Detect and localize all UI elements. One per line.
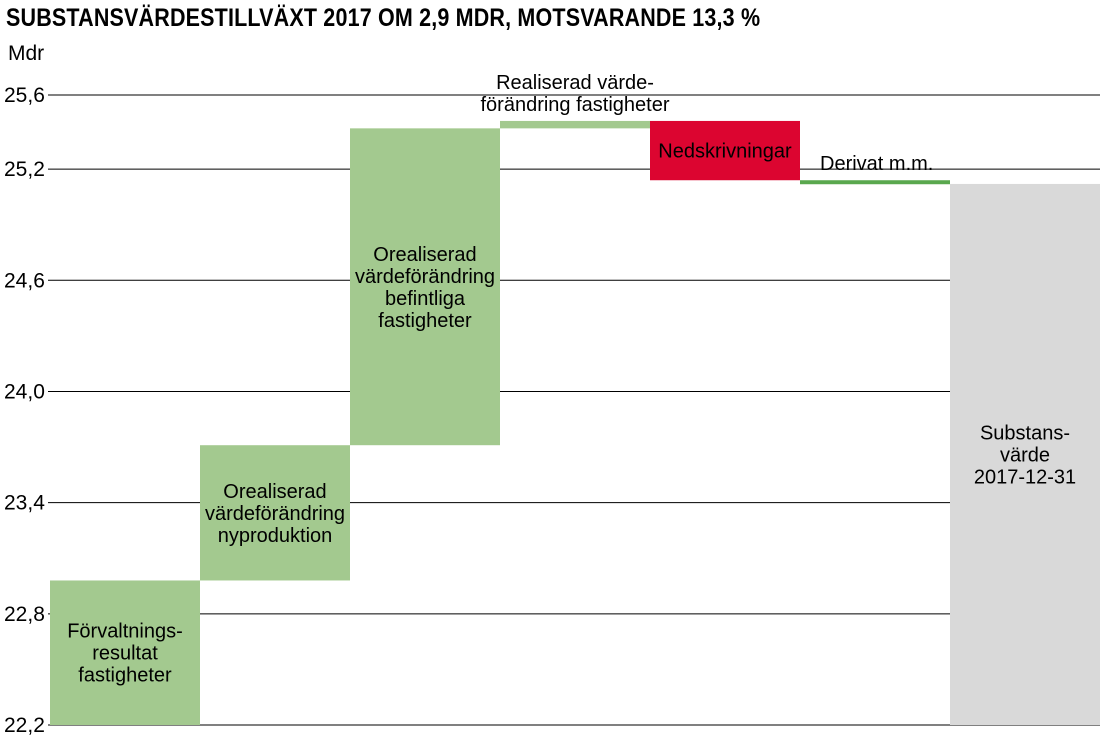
waterfall-bar xyxy=(500,120,650,129)
waterfall-bar xyxy=(200,445,350,581)
waterfall-bar xyxy=(350,128,500,446)
bar-label: Orealiserad värdeförändring befintliga fast… xyxy=(355,244,495,332)
y-tick-label: 22,2 xyxy=(4,714,45,737)
y-tick-label: 24,6 xyxy=(4,269,45,292)
y-tick-label: 24,0 xyxy=(4,380,45,403)
bar-label: Nedskrivningar xyxy=(658,141,792,163)
y-axis-label: Mdr xyxy=(8,42,44,65)
waterfall-bar xyxy=(950,183,1100,726)
waterfall-bar xyxy=(650,120,800,181)
y-tick-label: 22,8 xyxy=(4,603,45,626)
waterfall-bar xyxy=(50,580,200,725)
bar-label: Substans-värde 2017-12-31 xyxy=(974,422,1076,488)
y-tick-label: 25,2 xyxy=(4,158,45,181)
bar-label: Realiserad värde-förändring fastigheter xyxy=(480,72,669,116)
y-tick-label: 23,4 xyxy=(4,492,45,515)
bar-label: Förvaltnings-resultat fastigheter xyxy=(67,621,183,687)
y-tick-label: 25,6 xyxy=(4,84,45,107)
waterfall-bar xyxy=(800,180,950,185)
bar-label: Orealiserad värdeförändring nyproduktion xyxy=(205,481,345,547)
chart-title: SUBSTANSVÄRDESTILLVÄXT 2017 OM 2,9 MDR, … xyxy=(6,4,761,32)
bar-label: Derivat m.m. xyxy=(820,153,933,175)
